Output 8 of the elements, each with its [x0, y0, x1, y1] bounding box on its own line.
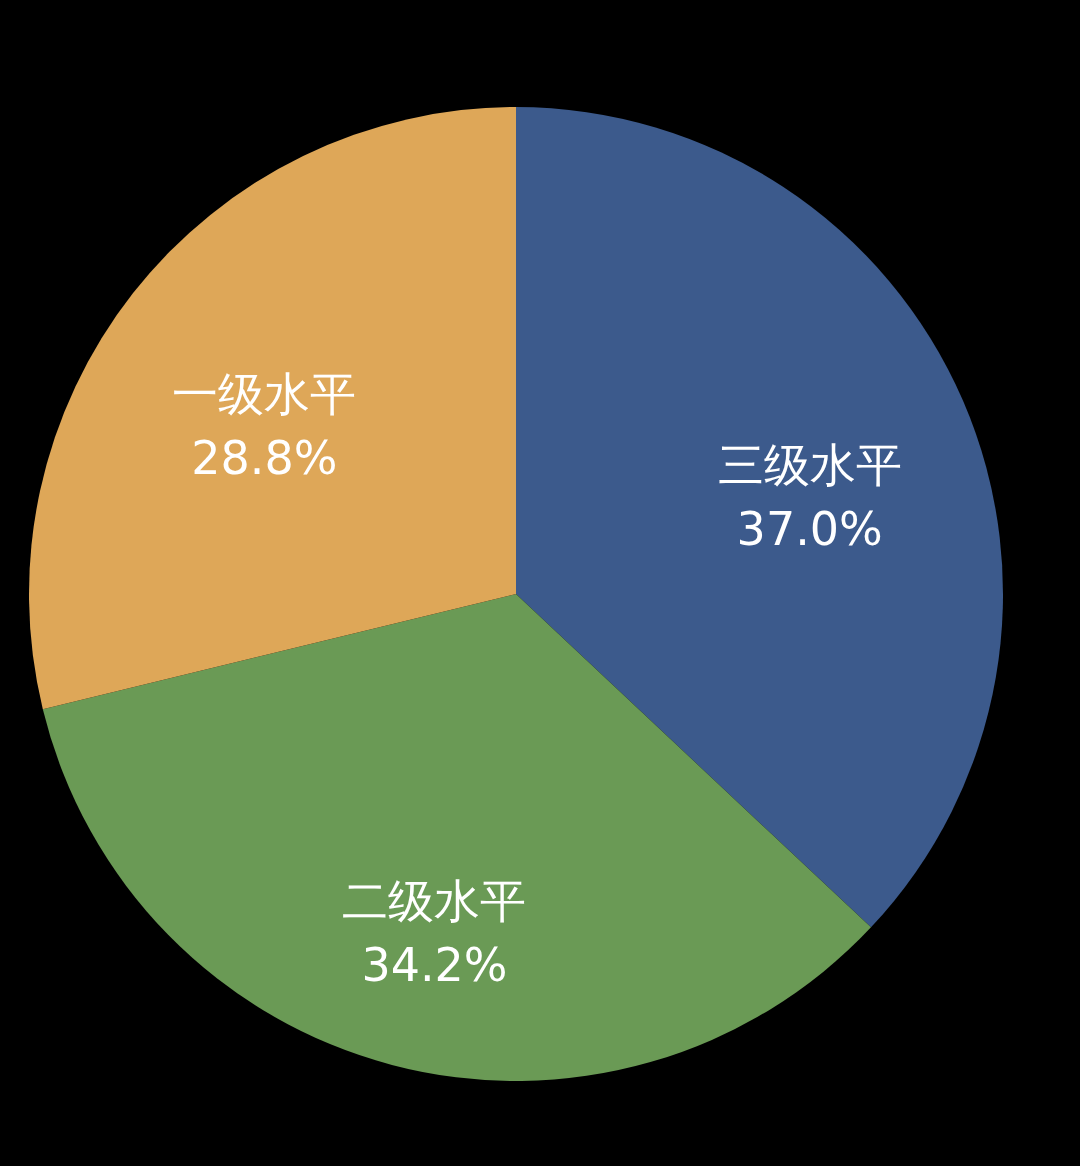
data-label: 34.2% — [361, 938, 508, 993]
slice-label: 二级水平 — [342, 874, 527, 929]
pie-slice — [29, 107, 516, 710]
slice-label: 一级水平 — [172, 367, 357, 422]
pie-slice — [42, 594, 872, 1081]
data-label: 28.8% — [191, 431, 338, 486]
slice-label: 三级水平 — [717, 437, 902, 492]
data-label: 37.0% — [736, 501, 883, 556]
